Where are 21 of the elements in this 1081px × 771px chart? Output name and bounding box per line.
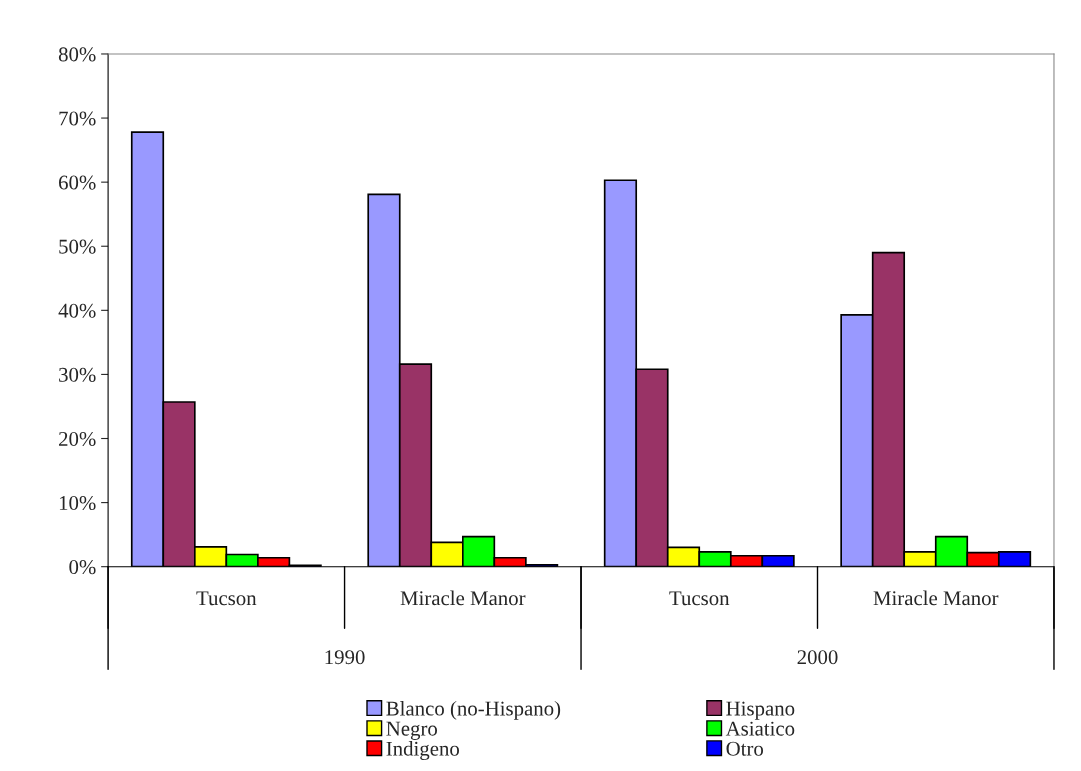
legend-label: Blanco (no-Hispano) (386, 700, 561, 720)
y-tick-label: 20% (59, 431, 96, 447)
legend-label: Otro (726, 741, 764, 756)
legend-label: Hispano (726, 701, 795, 720)
legend-label: Indigeno (386, 741, 460, 761)
x-tick-label: Miracle Manor (400, 590, 526, 606)
text: 1990 (325, 650, 365, 665)
y-tick-label: 60% (59, 175, 96, 190)
y-tick-label: 80% (58, 47, 96, 62)
y-tick-label: 70% (59, 111, 96, 126)
y-tick-label: 40% (58, 303, 96, 318)
x-tick-label: Tucson (669, 591, 730, 606)
text: 2000 (797, 650, 838, 665)
y-tick-label: 0% (69, 560, 96, 575)
y-tick-label: 30% (59, 367, 96, 382)
y-tick-label: 50% (59, 239, 96, 254)
x-tick-label: Miracle Manor (873, 590, 999, 606)
y-tick-label: 10% (59, 495, 96, 511)
legend-label: Asiatico (725, 721, 795, 736)
x-tick-label: Tucson (196, 591, 257, 606)
legend-label: Negro (386, 721, 438, 740)
